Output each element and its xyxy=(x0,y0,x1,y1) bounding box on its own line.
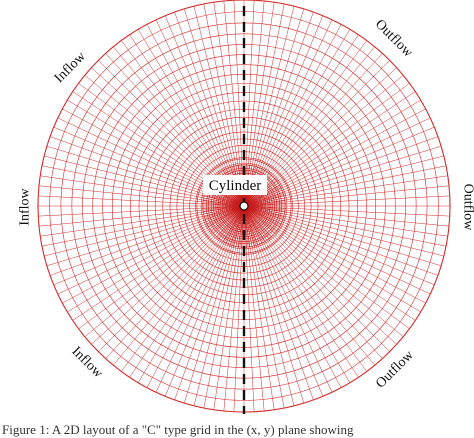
mesh-spoke xyxy=(244,209,295,406)
mesh-spoke xyxy=(247,155,444,206)
mesh-spoke xyxy=(213,209,244,410)
mesh-spoke xyxy=(183,209,244,404)
mesh-spoke xyxy=(244,209,275,410)
mesh-spoke xyxy=(245,209,351,383)
mesh-spoke xyxy=(247,99,421,205)
cylinder-label: Cylinder xyxy=(203,175,267,195)
mesh-spoke xyxy=(247,207,421,313)
mesh-spoke xyxy=(146,24,243,203)
mesh-spoke xyxy=(40,206,241,237)
mesh-spoke xyxy=(247,206,448,237)
mesh-spoke xyxy=(246,208,397,345)
mesh-spoke xyxy=(78,208,241,329)
mesh-spoke xyxy=(247,205,450,217)
mesh-spoke xyxy=(247,207,426,304)
mesh-spoke xyxy=(246,208,375,366)
mesh-spoke xyxy=(193,209,244,406)
mesh-spoke xyxy=(246,209,367,372)
mesh-spoke xyxy=(40,175,241,206)
inflow-label-left: Inflow xyxy=(17,188,33,226)
mesh-spoke xyxy=(245,209,314,401)
mesh-spoke xyxy=(137,209,243,383)
mesh-spoke xyxy=(247,208,410,329)
mesh-spoke xyxy=(174,209,243,401)
mesh-spoke xyxy=(38,205,241,217)
mesh-spoke xyxy=(244,8,305,203)
mesh-spoke xyxy=(247,207,439,276)
mesh-spoke xyxy=(243,209,255,412)
mesh-spoke xyxy=(245,209,333,393)
mesh-spoke xyxy=(247,206,444,257)
mesh-spoke xyxy=(105,208,242,359)
mesh-spoke xyxy=(38,195,241,207)
mesh-spoke xyxy=(246,53,383,204)
mesh-spoke xyxy=(246,75,404,204)
mesh-spoke xyxy=(121,209,242,372)
mesh-spoke xyxy=(223,209,244,412)
mesh-spoke xyxy=(244,6,295,203)
mesh-spoke xyxy=(84,208,242,337)
mesh-spoke xyxy=(246,67,397,204)
mesh-spoke xyxy=(246,46,375,204)
mesh-spoke xyxy=(155,209,243,393)
figure-caption: Figure 1: A 2D layout of a "C" type grid… xyxy=(2,422,354,437)
mesh-spoke xyxy=(245,209,342,388)
mesh-spoke xyxy=(247,206,442,267)
mesh-spoke xyxy=(247,136,439,205)
mesh-spoke xyxy=(244,209,305,404)
mesh-spoke xyxy=(155,19,243,203)
mesh-spoke xyxy=(233,209,245,412)
mesh-spoke xyxy=(245,19,333,203)
mesh-spoke xyxy=(46,145,241,206)
mesh-spoke xyxy=(244,209,265,412)
outflow-label-right: Outflow xyxy=(460,183,474,231)
mesh-spoke xyxy=(46,206,241,267)
mesh-spoke xyxy=(91,208,242,345)
mesh-spoke xyxy=(247,145,442,206)
mesh-spoke xyxy=(223,0,244,203)
mesh-spoke xyxy=(246,208,404,337)
mesh-spoke xyxy=(247,108,426,205)
cylinder-body xyxy=(239,201,249,211)
mesh-spoke xyxy=(247,195,450,207)
cylinder-label-text: Cylinder xyxy=(209,178,262,194)
mesh-spoke xyxy=(244,0,265,203)
mesh-spoke xyxy=(174,11,243,203)
mesh-spoke xyxy=(245,29,351,203)
mesh-spoke xyxy=(57,207,241,295)
mesh-spoke xyxy=(44,206,241,257)
mesh-spoke xyxy=(243,0,255,203)
mesh-spoke xyxy=(247,185,450,206)
mesh-spoke xyxy=(244,2,275,203)
mesh-spoke xyxy=(246,208,383,359)
mesh-spoke xyxy=(62,207,241,304)
mesh-spoke xyxy=(247,83,410,204)
mesh-spoke xyxy=(137,29,243,203)
mesh-spoke xyxy=(247,117,431,205)
mesh-spoke xyxy=(245,24,342,203)
mesh-spoke xyxy=(245,11,314,203)
mesh-spoke xyxy=(113,208,242,366)
mesh-spoke xyxy=(213,2,244,203)
mesh-spoke xyxy=(247,206,450,227)
mesh-spoke xyxy=(67,207,241,313)
mesh-spoke xyxy=(44,155,241,206)
mesh-spoke xyxy=(233,0,245,203)
mesh-spoke xyxy=(247,207,431,295)
mesh-spoke xyxy=(38,185,241,206)
mesh-spoke xyxy=(49,207,241,276)
mesh-spoke xyxy=(247,175,448,206)
mesh-spoke xyxy=(146,209,243,388)
mesh-dense-core xyxy=(196,158,292,254)
mesh-spoke xyxy=(183,8,244,203)
mesh-spoke xyxy=(193,6,244,203)
mesh-spoke xyxy=(38,206,241,227)
